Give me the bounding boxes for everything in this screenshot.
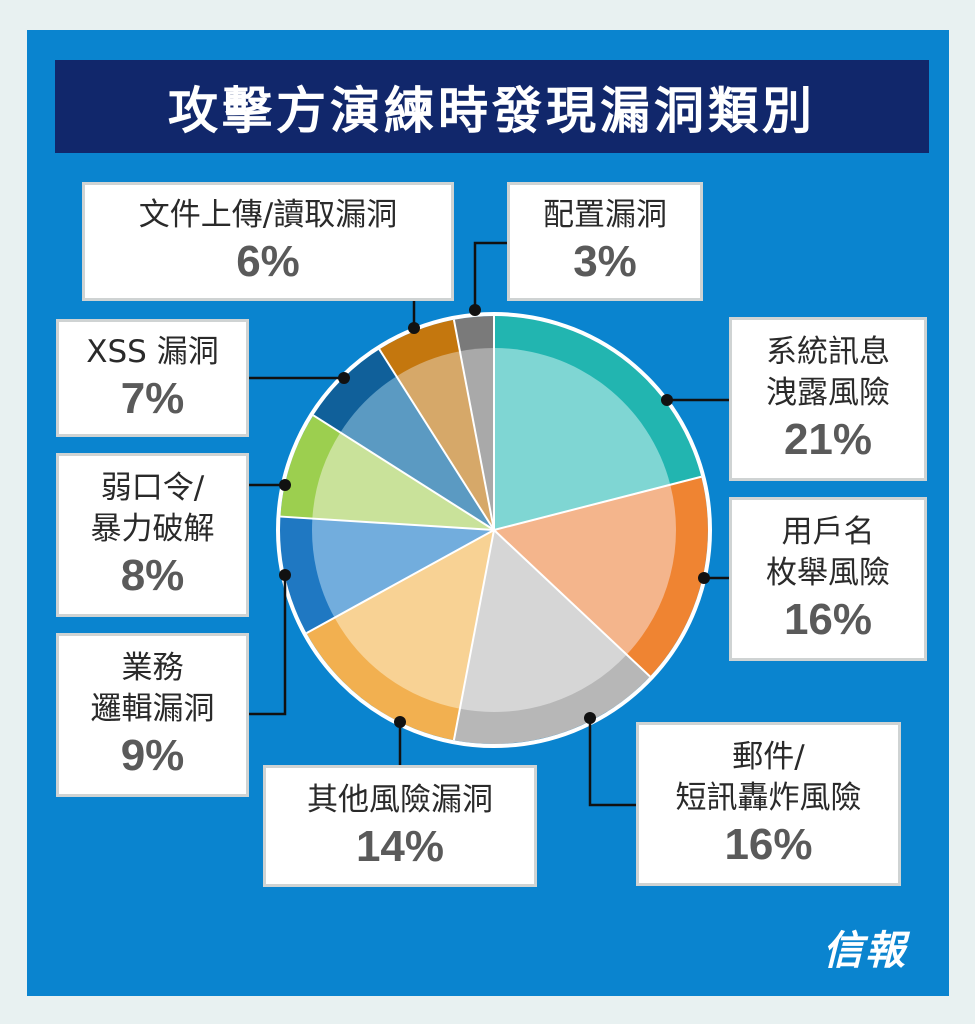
slice-name: 配置漏洞 — [543, 197, 667, 233]
slice-name: 業務 — [121, 650, 184, 686]
leader-dot-4 — [394, 716, 406, 728]
slice-name: 文件上傳/讀取漏洞 — [138, 197, 398, 233]
pie-slice-8 — [379, 319, 494, 530]
pie-outline — [276, 312, 712, 748]
slice-percent: 16% — [724, 820, 813, 869]
slice-name: 系統訊息 — [766, 334, 890, 370]
leader-dot-5 — [279, 569, 291, 581]
pie-slice-inner — [312, 432, 494, 530]
pie-slice-2 — [494, 476, 708, 677]
slice-percent: 16% — [783, 595, 873, 644]
slice-name: 其他風險漏洞 — [307, 781, 493, 818]
pie-slice-7 — [313, 349, 494, 530]
leader-dot-6 — [279, 479, 291, 491]
slice-name: XSS 漏洞 — [86, 333, 219, 370]
leader-dot-1 — [661, 394, 673, 406]
pie-slice-3 — [453, 530, 650, 744]
publisher-logo: 信報 — [823, 927, 907, 974]
leader-line-9 — [473, 241, 507, 310]
pie-slice-1 — [494, 316, 702, 530]
pie-slice-6 — [280, 415, 494, 530]
slice-label-9: 配置漏洞 3% — [507, 182, 703, 301]
slice-label-2: 用戶名枚舉風險 16% — [729, 497, 927, 661]
pie-slice-inner — [340, 376, 494, 530]
slice-label-8: 文件上傳/讀取漏洞 6% — [82, 182, 454, 301]
pie-slice-inner — [494, 484, 676, 655]
slice-percent: 6% — [236, 237, 300, 286]
leader-dot-3 — [584, 712, 596, 724]
slice-label-1: 系統訊息洩露風險 21% — [729, 317, 927, 481]
pie-slice-inner — [312, 518, 494, 618]
slice-separator — [280, 515, 495, 531]
slice-percent: 7% — [120, 373, 185, 423]
slice-name: 短訊轟炸風險 — [675, 780, 862, 816]
leader-dot-9 — [469, 304, 481, 316]
slice-label-5: 業務邏輯漏洞 9% — [56, 633, 249, 797]
slice-label-3: 郵件/短訊轟炸風險 16% — [636, 722, 901, 886]
slice-name: 弱口令/ — [100, 470, 205, 506]
slice-separator — [305, 529, 495, 634]
pie-slice-inner — [459, 530, 627, 712]
pie-slice-inner — [334, 530, 494, 709]
slice-separator — [378, 348, 495, 531]
slice-name: 邏輯漏洞 — [90, 691, 215, 727]
leader-dot-8 — [408, 322, 420, 334]
pie-slice-inner — [396, 351, 494, 530]
slice-label-4: 其他風險漏洞 14% — [263, 765, 537, 887]
slice-separator — [493, 475, 702, 531]
slice-label-6: 弱口令/暴力破解 8% — [56, 453, 249, 617]
slice-percent: 9% — [120, 731, 185, 780]
slice-percent: 14% — [355, 821, 445, 871]
slice-percent: 8% — [120, 551, 185, 600]
chart-title: 攻擊方演練時發現漏洞類別 — [55, 60, 929, 153]
pie-slice-4 — [306, 530, 494, 741]
pie-slice-inner — [494, 348, 671, 530]
leader-line-3 — [588, 718, 636, 807]
leader-line-5 — [249, 575, 287, 716]
pie-slice-5 — [280, 516, 494, 634]
slice-percent: 3% — [573, 237, 637, 286]
slice-separator — [452, 529, 495, 741]
leader-dot-2 — [698, 572, 710, 584]
slice-separator — [452, 319, 495, 531]
slice-separator — [312, 414, 495, 531]
slice-name: 暴力破解 — [90, 511, 215, 547]
slice-name: 郵件/ — [732, 739, 805, 775]
slice-name: 用戶名 — [781, 514, 875, 550]
slice-label-7: XSS 漏洞 7% — [56, 319, 249, 437]
slice-name: 洩露風險 — [766, 375, 890, 411]
leader-dot-7 — [338, 372, 350, 384]
slice-separator — [493, 529, 651, 678]
slice-name: 枚舉風險 — [766, 555, 890, 591]
slice-percent: 21% — [783, 415, 873, 464]
